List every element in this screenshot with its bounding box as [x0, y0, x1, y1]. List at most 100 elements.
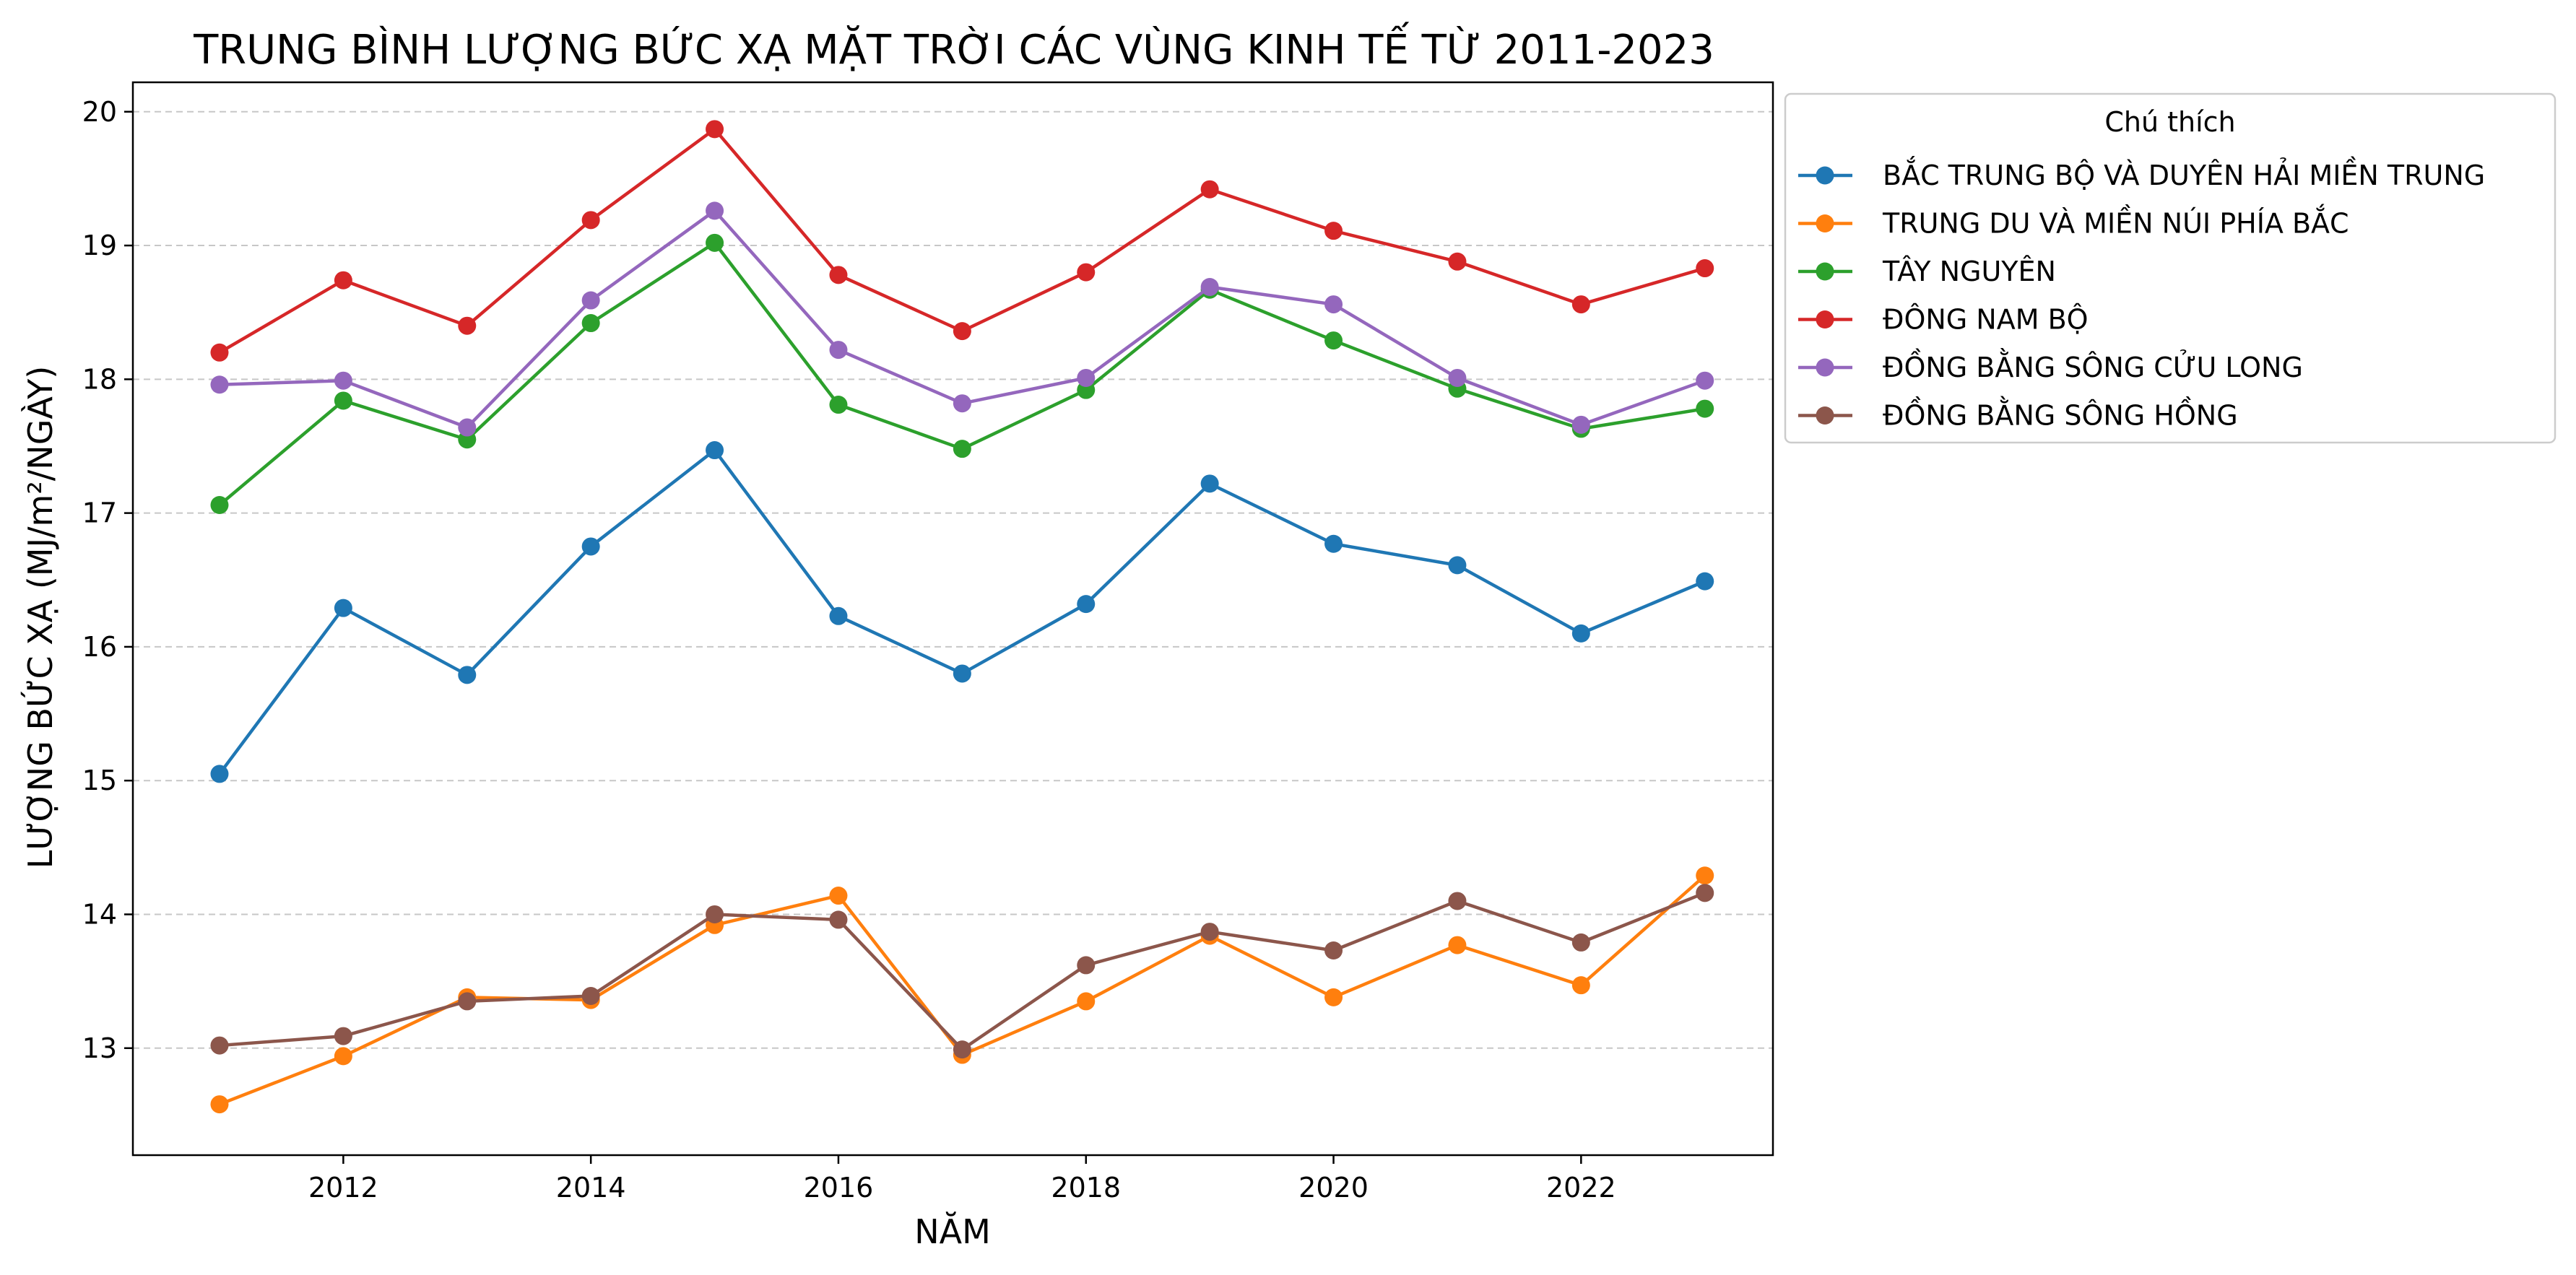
- legend-items: BẮC TRUNG BỘ VÀ DUYÊN HẢI MIỀN TRUNG TRUN…: [1798, 157, 2485, 432]
- series-line: [219, 891, 1706, 1051]
- data-point: [1448, 936, 1467, 954]
- series-line: [218, 241, 1706, 507]
- data-point: [1571, 624, 1590, 643]
- data-point: [1200, 277, 1219, 296]
- data-point: [829, 396, 848, 414]
- legend-label: ĐỒNG BẰNG SÔNG HỒNG: [1883, 397, 2238, 432]
- series-line: [218, 127, 1706, 354]
- data-point: [581, 291, 600, 310]
- legend-swatch-marker: [1816, 310, 1834, 328]
- data-point: [1696, 866, 1714, 885]
- data-point: [458, 992, 477, 1011]
- data-point: [1571, 415, 1590, 434]
- x-axis-ticks: 2012 2014 2016 2018 2020 2022: [308, 1155, 1616, 1204]
- data-point: [706, 120, 724, 139]
- data-point: [1077, 368, 1096, 387]
- data-point: [706, 233, 724, 252]
- legend-box: [1784, 92, 2557, 444]
- data-point: [953, 322, 971, 341]
- y-tick-label: 14: [82, 898, 117, 930]
- data-point: [1448, 368, 1467, 387]
- data-point: [1696, 371, 1714, 390]
- data-point: [706, 441, 724, 460]
- data-point: [1448, 556, 1467, 575]
- y-tick-label: 16: [82, 631, 117, 663]
- legend-label: BẮC TRUNG BỘ VÀ DUYÊN HẢI MIỀN TRUNG: [1883, 157, 2485, 191]
- series-3: [210, 233, 1714, 515]
- data-point: [706, 201, 724, 220]
- data-point: [829, 606, 848, 625]
- series-line: [218, 448, 1706, 775]
- data-point: [334, 391, 352, 410]
- legend-swatch-marker: [1816, 358, 1834, 377]
- data-point: [458, 666, 477, 684]
- y-tick-label: 17: [82, 497, 117, 529]
- data-point: [829, 266, 848, 284]
- legend-item: ĐỒNG BẰNG SÔNG HỒNG: [1798, 397, 2238, 432]
- data-point: [1200, 474, 1219, 493]
- legend-item: BẮC TRUNG BỘ VÀ DUYÊN HẢI MIỀN TRUNG: [1798, 157, 2485, 191]
- data-point: [458, 316, 477, 335]
- data-point: [1077, 956, 1096, 975]
- data-point: [953, 664, 971, 683]
- data-point: [1696, 399, 1714, 418]
- data-point: [210, 765, 229, 783]
- legend-swatch-marker: [1816, 262, 1834, 281]
- data-point: [1448, 252, 1467, 271]
- y-tick-label: 15: [82, 765, 117, 796]
- series-4: [210, 120, 1714, 362]
- legend-swatch-marker: [1816, 406, 1834, 425]
- data-point: [334, 371, 352, 390]
- data-point: [1324, 331, 1343, 350]
- data-point: [334, 271, 352, 290]
- plot-series: [210, 120, 1714, 1114]
- series-1: [210, 441, 1714, 783]
- data-point: [1200, 180, 1219, 199]
- data-point: [581, 537, 600, 556]
- series-2: [210, 866, 1714, 1114]
- legend-swatch-marker: [1816, 214, 1834, 232]
- data-point: [1324, 534, 1343, 553]
- data-point: [1324, 295, 1343, 314]
- data-point: [581, 314, 600, 333]
- y-tick-label: 13: [82, 1032, 117, 1064]
- data-point: [1696, 884, 1714, 902]
- y-tick-label: 20: [82, 96, 117, 128]
- data-point: [829, 887, 848, 905]
- data-point: [706, 905, 724, 923]
- data-point: [1077, 992, 1096, 1011]
- legend-item: ĐỒNG BẰNG SÔNG CỬU LONG: [1798, 349, 2303, 383]
- series-5: [210, 201, 1714, 437]
- data-point: [1324, 941, 1343, 960]
- legend-label: TRUNG DU VÀ MIỀN NÚI PHÍA BẮC: [1882, 205, 2349, 240]
- y-tick-label: 19: [82, 230, 117, 261]
- data-point: [953, 1040, 971, 1059]
- data-point: [953, 440, 971, 458]
- legend-swatch-marker: [1816, 166, 1834, 185]
- data-point: [1571, 933, 1590, 952]
- data-point: [334, 1027, 352, 1045]
- legend-label: TÂY NGUYÊN: [1882, 256, 2056, 287]
- y-tick-label: 18: [82, 363, 117, 395]
- grid-lines: [133, 110, 1773, 1049]
- legend: Chú thích BẮC TRUNG BỘ VÀ DUYÊN HẢI MIỀN…: [1784, 92, 2557, 444]
- data-point: [1696, 259, 1714, 278]
- data-point: [210, 343, 229, 362]
- data-point: [210, 496, 229, 515]
- data-point: [1324, 988, 1343, 1006]
- data-point: [829, 341, 848, 360]
- data-point: [1077, 595, 1096, 614]
- data-point: [458, 418, 477, 437]
- data-point: [210, 1036, 229, 1055]
- data-point: [1200, 923, 1219, 941]
- data-point: [953, 394, 971, 413]
- data-point: [1696, 572, 1714, 591]
- data-point: [210, 1095, 229, 1114]
- data-point: [210, 375, 229, 394]
- data-point: [334, 1047, 352, 1066]
- legend-item: TRUNG DU VÀ MIỀN NÚI PHÍA BẮC: [1798, 205, 2349, 240]
- x-tick-label: 2020: [1298, 1172, 1369, 1204]
- legend-label: ĐỒNG BẰNG SÔNG CỬU LONG: [1883, 349, 2303, 383]
- x-tick-label: 2022: [1546, 1172, 1616, 1204]
